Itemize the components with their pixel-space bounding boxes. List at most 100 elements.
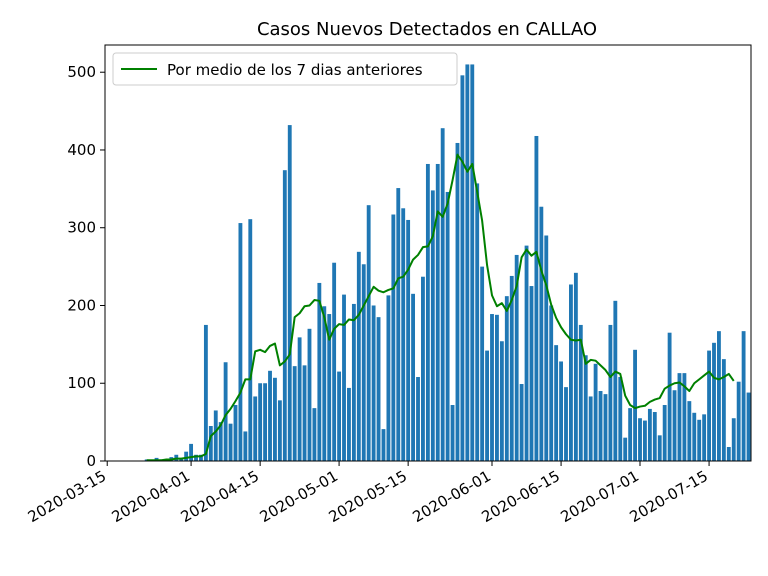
bar — [228, 423, 233, 461]
bar — [322, 306, 327, 461]
bar — [702, 414, 707, 461]
x-tick-label: 2020-04-15 — [178, 467, 263, 526]
bar — [539, 206, 544, 461]
bar — [559, 361, 563, 461]
bar — [450, 405, 455, 461]
y-tick-label: 300 — [67, 219, 96, 237]
bar — [347, 387, 351, 461]
bars-layer — [144, 64, 751, 462]
bar — [184, 451, 189, 461]
bar — [499, 341, 504, 461]
legend-label: Por medio de los 7 dias anteriores — [167, 61, 423, 79]
bar — [603, 394, 608, 461]
bar — [652, 412, 657, 461]
bar — [223, 362, 228, 461]
plot-frame — [104, 44, 752, 462]
bar — [302, 365, 307, 461]
bar — [544, 235, 549, 461]
bar — [712, 342, 716, 461]
bar — [455, 142, 460, 461]
bar — [504, 296, 509, 461]
bar — [529, 286, 534, 461]
bar — [258, 383, 263, 461]
bar — [381, 429, 386, 461]
bar — [307, 328, 312, 461]
bar — [554, 345, 559, 461]
bar — [677, 373, 682, 461]
bar — [361, 264, 366, 461]
bar — [583, 355, 588, 461]
bar — [208, 426, 213, 461]
bar — [475, 183, 480, 461]
bar — [465, 64, 470, 461]
bar — [297, 337, 302, 461]
bar — [692, 412, 697, 461]
bar — [218, 422, 223, 461]
bar — [485, 350, 489, 461]
bar — [519, 384, 524, 461]
y-tick-label: 400 — [67, 141, 96, 159]
bar — [628, 408, 633, 461]
bar — [189, 443, 194, 461]
bar — [342, 294, 346, 461]
y-tick-label: 0 — [86, 452, 96, 470]
bar — [213, 410, 218, 461]
bar — [332, 262, 337, 461]
bar — [317, 282, 322, 461]
bar — [337, 371, 342, 461]
bar — [386, 295, 391, 461]
chart-title: Casos Nuevos Detectados en CALLAO — [257, 19, 597, 40]
bar — [741, 331, 746, 461]
bar — [514, 254, 519, 461]
bar — [633, 349, 637, 461]
bar — [440, 128, 445, 461]
bar — [524, 245, 529, 461]
bar — [662, 405, 667, 461]
bar — [391, 214, 396, 461]
bar — [647, 408, 652, 461]
bar — [726, 447, 731, 461]
bar — [717, 331, 721, 461]
bar — [199, 454, 203, 461]
bar — [608, 324, 613, 461]
x-tick-label: 2020-03-15 — [25, 467, 110, 526]
bar — [569, 284, 573, 461]
bar — [411, 293, 415, 461]
bar — [549, 305, 554, 461]
bar — [282, 170, 287, 461]
bar — [697, 419, 702, 461]
bar — [480, 266, 485, 461]
bar — [371, 305, 376, 461]
bar — [233, 405, 238, 461]
bar — [613, 300, 618, 461]
bar — [638, 418, 642, 461]
x-tick-label: 2020-06-15 — [479, 467, 564, 526]
bar — [144, 459, 149, 461]
bar — [263, 383, 268, 461]
bar — [736, 381, 741, 461]
bar — [396, 188, 401, 461]
bar — [253, 396, 258, 461]
bar — [203, 324, 208, 461]
bar — [643, 420, 647, 461]
bar — [657, 435, 662, 461]
bar — [425, 163, 430, 461]
bar — [248, 219, 253, 461]
bar — [534, 135, 539, 462]
x-tick-label: 2020-07-15 — [627, 467, 712, 526]
bar — [682, 373, 687, 461]
x-tick-label: 2020-05-15 — [326, 467, 411, 526]
moving-average-line — [146, 153, 735, 462]
bar — [238, 223, 243, 461]
bar — [564, 387, 568, 461]
bar — [707, 350, 711, 461]
bar — [672, 390, 677, 461]
bar — [416, 377, 420, 461]
bar — [421, 276, 425, 461]
bar — [292, 366, 297, 461]
bar — [406, 219, 411, 461]
bar — [578, 324, 583, 461]
bar — [194, 454, 198, 461]
bar — [287, 125, 292, 461]
bar — [268, 370, 272, 461]
